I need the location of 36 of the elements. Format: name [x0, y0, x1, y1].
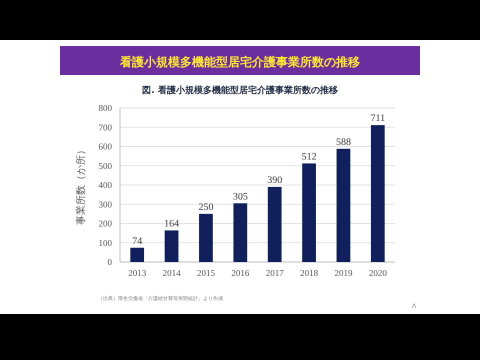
data-label: 164 [164, 218, 180, 230]
data-label: 512 [302, 151, 317, 162]
y-tick-label: 600 [98, 142, 112, 152]
bar [199, 214, 213, 262]
data-label: 711 [370, 113, 386, 124]
data-label: 305 [232, 191, 248, 202]
x-tick-label: 2020 [368, 268, 388, 278]
bar [164, 230, 178, 262]
bar [302, 163, 316, 262]
y-tick-label: 500 [98, 160, 112, 171]
bar [370, 125, 385, 262]
chart-title: 看護小規模多機能型居宅介護事業所数の推移 [119, 55, 360, 69]
y-tick-label: 400 [98, 180, 112, 190]
chart-subtitle: 図. 看護小規模多機能型居宅介護事業所数の推移 [142, 85, 338, 96]
y-tick-label: 800 [98, 103, 112, 113]
y-tick-label: 300 [98, 199, 112, 210]
bar [130, 248, 144, 262]
y-tick-label: 700 [98, 122, 112, 132]
data-label: 250 [198, 202, 214, 213]
data-label: 74 [132, 236, 142, 247]
x-tick-label: 2016 [231, 268, 250, 278]
bar [268, 186, 282, 262]
x-tick-label: 2017 [266, 268, 284, 278]
y-tick-label: 100 [98, 238, 112, 248]
data-label: 588 [336, 136, 351, 148]
y-tick-label: 0 [108, 257, 112, 267]
bar [336, 148, 350, 262]
x-tick-label: 2013 [128, 268, 147, 278]
x-tick-label: 2018 [300, 268, 319, 278]
x-tick-label: 2019 [334, 268, 353, 278]
x-tick-label: 2015 [196, 268, 216, 278]
bar [233, 203, 248, 262]
x-tick-label: 2014 [162, 268, 182, 278]
data-label: 390 [267, 174, 282, 186]
y-tick-label: 200 [98, 218, 112, 228]
y-axis-title: 事業所数（か所） [75, 145, 87, 225]
